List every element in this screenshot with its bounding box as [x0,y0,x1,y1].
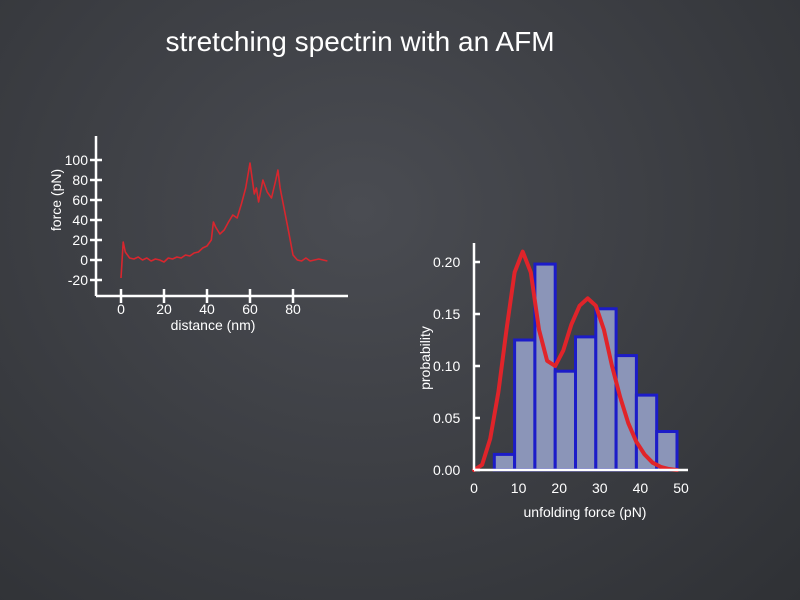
probability-tick-label: 0.05 [433,410,460,426]
slide-title: stretching spectrin with an AFM [165,26,555,57]
force-x-tick-label: 80 [285,301,301,317]
histogram-x-tick-label: 20 [551,480,567,496]
probability-axis-label: probability [417,326,433,390]
histogram-chart: 0.00 0.05 0.10 0.15 0.20 0 10 20 30 40 50 probabi… [417,243,689,520]
histogram-x-axis-label: unfolding force (pN) [524,504,647,520]
probability-tick-label: 0.00 [433,462,460,478]
force-y-tick-label: 20 [72,232,88,248]
histogram-bar [533,262,557,472]
histogram-bar [553,369,578,472]
histogram-x-tick-label: 50 [673,480,689,496]
force-x-tick-label: 0 [117,301,125,317]
histogram-x-tick-label: 0 [470,480,478,496]
force-x-tick-label: 40 [199,301,215,317]
histogram-x-tick-label: 30 [592,480,608,496]
probability-tick-label: 0.15 [433,306,460,322]
histogram-x-tick-label: 10 [511,480,527,496]
probability-tick-label: 0.10 [433,358,460,374]
probability-tick-label: 0.20 [433,254,460,270]
force-y-tick-label: 40 [72,212,88,228]
force-y-tick-label: 100 [65,152,89,168]
force-trace-chart: 100 80 60 40 20 0 -20 0 20 40 60 80 force (pN) dis… [48,136,348,333]
histogram-x-tick-label: 40 [633,480,649,496]
histogram-bar [574,335,598,472]
force-y-tick-label: 0 [80,252,88,268]
force-x-tick-label: 60 [242,301,258,317]
histogram-fit-curve [472,249,679,472]
force-y-tick-label: 80 [72,172,88,188]
force-y-tick-label: 60 [72,192,88,208]
force-trace-line [120,162,328,279]
force-y-axis-label: force (pN) [48,169,64,231]
force-y-tick-label: -20 [68,272,88,288]
histogram-bar [513,338,537,472]
histogram-bar [492,452,517,472]
force-x-tick-label: 20 [156,301,172,317]
force-x-axis-label: distance (nm) [171,317,256,333]
